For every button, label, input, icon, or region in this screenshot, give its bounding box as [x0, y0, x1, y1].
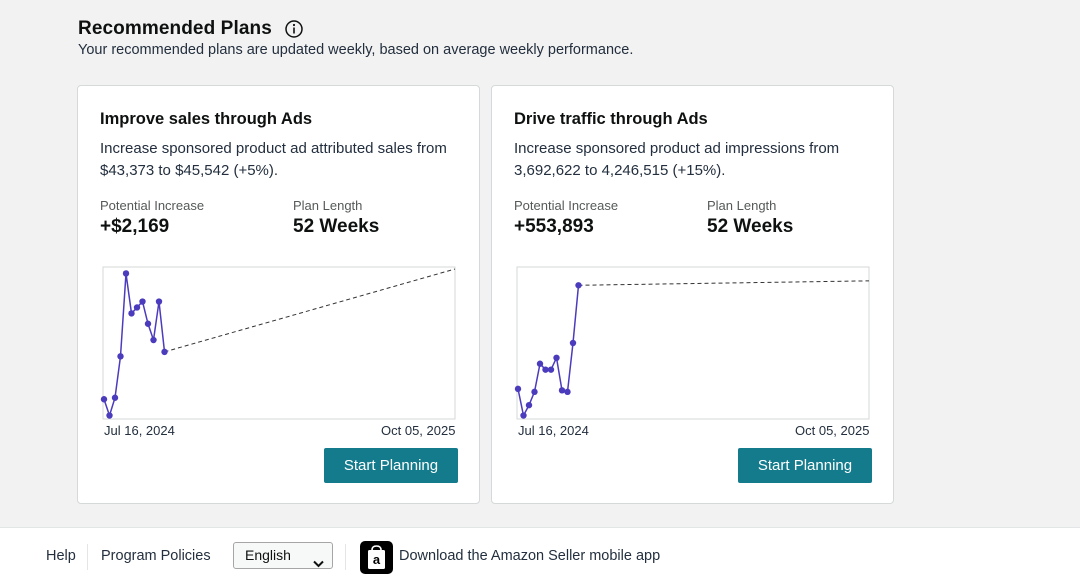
plan-length-label: Plan Length — [707, 198, 777, 213]
potential-increase-metric: Potential Increase +$2,169 — [100, 198, 204, 238]
section-title: Recommended Plans — [78, 18, 272, 39]
plan-card-traffic: Drive traffic through Ads Increase spons… — [491, 85, 894, 504]
potential-increase-value: +$2,169 — [100, 216, 170, 237]
footer-divider — [87, 544, 88, 570]
x-axis-start-label: Jul 16, 2024 — [518, 423, 589, 438]
card-description: Increase sponsored product ad attributed… — [100, 140, 447, 179]
data-point — [564, 388, 571, 396]
data-point — [542, 366, 549, 373]
start-planning-button[interactable]: Start Planning — [738, 448, 872, 483]
data-point — [531, 388, 538, 396]
data-point — [536, 360, 544, 367]
x-axis-end-label: Oct 05, 2025 — [795, 423, 870, 438]
footer: Help Program Policies English a Download… — [0, 527, 1080, 587]
data-point — [144, 320, 152, 327]
potential-increase-label: Potential Increase — [514, 198, 619, 213]
data-point — [150, 336, 157, 344]
data-point — [161, 348, 168, 356]
x-axis-end-label: Oct 05, 2025 — [381, 423, 456, 438]
help-link[interactable]: Help — [46, 548, 76, 564]
data-point — [106, 412, 113, 419]
data-point — [133, 304, 141, 311]
recommended-plans-section: Recommended Plans Your recommended plans… — [78, 18, 898, 58]
data-point — [558, 387, 566, 394]
section-subtitle: Your recommended plans are updated weekl… — [78, 42, 634, 58]
data-point — [139, 298, 146, 305]
data-point — [553, 354, 560, 361]
start-planning-button[interactable]: Start Planning — [324, 448, 458, 483]
sales-trend-chart — [100, 266, 456, 420]
projection-line — [164, 268, 456, 353]
data-point — [575, 282, 582, 289]
data-point — [547, 366, 555, 373]
data-point — [520, 412, 527, 419]
traffic-trend-chart — [514, 266, 870, 420]
plan-length-metric: Plan Length 52 Weeks — [707, 198, 793, 238]
data-point — [128, 310, 135, 317]
plan-length-value: 52 Weeks — [293, 216, 380, 237]
chart-frame — [516, 266, 870, 420]
data-point — [111, 394, 119, 401]
card-description: Increase sponsored product ad impression… — [514, 140, 840, 179]
info-circle-icon[interactable] — [284, 19, 304, 39]
card-title: Drive traffic through Ads — [514, 110, 708, 128]
data-point — [122, 270, 130, 277]
footer-divider — [345, 544, 346, 570]
card-title: Improve sales through Ads — [100, 110, 313, 128]
chart-frame — [102, 266, 456, 420]
data-point — [569, 339, 577, 347]
plan-length-value: 52 Weeks — [707, 216, 794, 237]
data-point — [525, 401, 533, 409]
plan-length-metric: Plan Length 52 Weeks — [293, 198, 379, 238]
language-selected-value: English — [245, 547, 291, 563]
svg-text:a: a — [373, 552, 381, 567]
plan-length-label: Plan Length — [293, 198, 363, 213]
program-policies-link[interactable]: Program Policies — [101, 548, 211, 564]
download-app-link[interactable]: Download the Amazon Seller mobile app — [399, 548, 661, 564]
chevron-down-icon — [313, 551, 324, 576]
potential-increase-metric: Potential Increase +553,893 — [514, 198, 618, 238]
amazon-a-logo-icon[interactable]: a — [360, 541, 393, 574]
data-point — [155, 298, 163, 305]
data-point — [117, 353, 124, 360]
potential-increase-label: Potential Increase — [100, 198, 205, 213]
plan-card-sales: Improve sales through Ads Increase spons… — [77, 85, 480, 504]
language-select[interactable]: English — [233, 542, 333, 569]
potential-increase-value: +553,893 — [514, 216, 594, 237]
x-axis-start-label: Jul 16, 2024 — [104, 423, 175, 438]
data-point — [514, 385, 522, 393]
data-point — [100, 396, 108, 403]
